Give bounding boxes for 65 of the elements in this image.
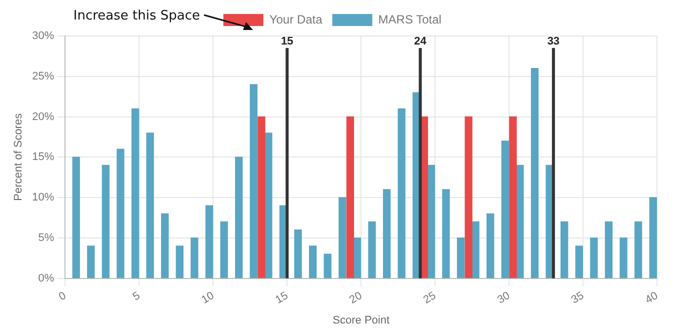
bar <box>634 221 642 278</box>
bar <box>264 132 272 278</box>
bar <box>442 189 450 278</box>
ref-line-label: 33 <box>547 36 560 48</box>
y-axis-title: Percent of Scores <box>12 112 25 201</box>
bar <box>398 108 406 278</box>
bar <box>176 246 184 278</box>
bar <box>516 164 524 278</box>
bar <box>116 148 124 278</box>
x-axis-title: Score Point <box>332 314 390 326</box>
x-tick-label: 25 <box>421 290 438 306</box>
bar <box>146 132 154 278</box>
bar <box>353 238 362 278</box>
bar <box>649 197 657 278</box>
bar <box>294 229 302 278</box>
bar <box>72 156 80 278</box>
bar <box>472 221 480 278</box>
x-tick-label: 20 <box>348 290 364 306</box>
ref-line-label: 24 <box>414 36 428 48</box>
bar <box>427 164 436 278</box>
y-tick-label: 25% <box>32 70 54 82</box>
y-tick-label: 10% <box>32 192 54 204</box>
bar <box>590 238 598 278</box>
legend-label: MARS Total <box>378 12 442 26</box>
y-tick-label: 0% <box>38 272 54 284</box>
bar <box>368 221 376 278</box>
x-tick-label: 15 <box>274 290 290 306</box>
bar <box>220 221 228 278</box>
bar <box>87 246 95 278</box>
x-tick-label: 30 <box>495 290 512 306</box>
bar <box>308 246 317 278</box>
bar <box>530 68 539 278</box>
bar <box>456 238 465 278</box>
bar <box>190 238 198 278</box>
x-tick-label: 40 <box>643 290 660 306</box>
bar <box>509 116 517 278</box>
bar <box>250 84 258 278</box>
y-tick-label: 30% <box>32 30 54 42</box>
y-tick-label: 20% <box>32 110 54 123</box>
bar <box>161 213 169 278</box>
bar <box>338 197 346 278</box>
bar <box>205 205 214 278</box>
x-tick-label: 0 <box>56 290 68 304</box>
bar <box>575 246 583 278</box>
legend-label: Your Data <box>269 12 323 26</box>
x-tick-label: 5 <box>130 290 142 304</box>
bar <box>346 116 354 278</box>
ref-line-label: 15 <box>281 36 294 48</box>
bar <box>620 238 628 278</box>
y-tick-label: 15% <box>32 151 54 164</box>
x-tick-label: 10 <box>200 290 216 306</box>
bar <box>486 213 494 278</box>
y-tick-label: 5% <box>38 232 54 244</box>
x-tick-label: 35 <box>569 290 586 306</box>
bar <box>560 221 568 278</box>
bar <box>324 254 332 278</box>
text: Increase this Space <box>73 8 200 24</box>
bar <box>604 221 613 278</box>
bar <box>464 116 472 278</box>
bar <box>102 164 110 278</box>
bar <box>131 108 140 278</box>
bar <box>501 140 509 278</box>
bar <box>382 189 391 278</box>
bar <box>258 116 266 278</box>
bar <box>235 156 243 278</box>
